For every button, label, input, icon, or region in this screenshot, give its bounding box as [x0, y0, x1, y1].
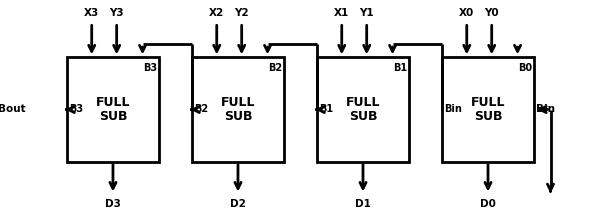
Text: FULL
SUB: FULL SUB — [346, 95, 380, 124]
Text: Y3: Y3 — [109, 8, 124, 18]
Text: B3: B3 — [69, 104, 83, 115]
Bar — [192, 57, 284, 162]
Text: FULL
SUB: FULL SUB — [221, 95, 255, 124]
Bar — [442, 57, 534, 162]
Text: Y1: Y1 — [359, 8, 374, 18]
Bar — [316, 57, 409, 162]
Text: B2: B2 — [268, 63, 282, 73]
Text: B3: B3 — [143, 63, 157, 73]
Text: D3: D3 — [105, 199, 121, 209]
Text: B0: B0 — [518, 63, 532, 73]
Text: FULL
SUB: FULL SUB — [96, 95, 130, 124]
Text: FULL
SUB: FULL SUB — [470, 95, 505, 124]
Text: B2: B2 — [194, 104, 208, 115]
Text: D1: D1 — [355, 199, 371, 209]
Text: X0: X0 — [459, 8, 474, 18]
Text: Bout: Bout — [0, 104, 26, 115]
Text: X2: X2 — [209, 8, 224, 18]
Text: Bin: Bin — [444, 104, 462, 115]
Text: Y0: Y0 — [485, 8, 499, 18]
Text: B1: B1 — [319, 104, 333, 115]
Text: X3: X3 — [84, 8, 100, 18]
Text: B1: B1 — [393, 63, 407, 73]
Text: Bin: Bin — [536, 104, 555, 115]
Text: D2: D2 — [230, 199, 246, 209]
Text: X1: X1 — [334, 8, 349, 18]
Text: D0: D0 — [480, 199, 496, 209]
Text: Y2: Y2 — [235, 8, 249, 18]
Bar — [67, 57, 159, 162]
